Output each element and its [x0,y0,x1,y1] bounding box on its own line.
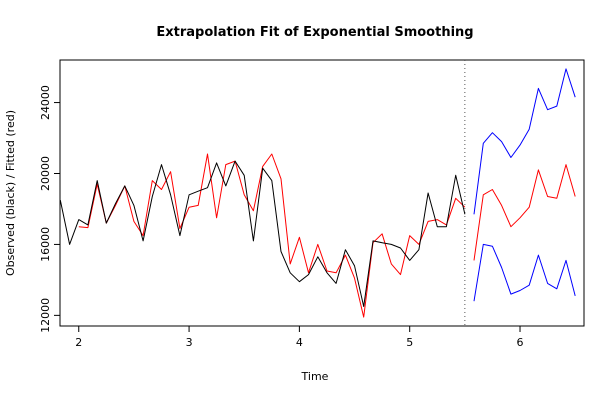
y-axis: 12000 16000 20000 24000 [39,85,60,333]
fitted-series-line [78,153,466,318]
x-tick-label: 6 [517,336,524,349]
plot-frame [59,59,585,327]
plot-lines [59,60,576,326]
observed-series-line [59,160,466,307]
lower-bound-series-line [473,243,576,302]
y-tick-label: 12000 [39,298,52,333]
x-tick-label: 5 [406,336,413,349]
y-tick-label: 20000 [39,156,52,191]
x-axis: 2 3 4 5 6 [75,326,524,349]
forecast-series-line [473,164,576,261]
x-tick-label: 2 [75,336,82,349]
y-axis-label: Observed (black) / Fitted (red) [4,110,17,276]
x-tick-label: 3 [186,336,193,349]
x-axis-label: Time [301,370,329,383]
x-tick-label: 4 [296,336,303,349]
y-tick-label: 16000 [39,227,52,262]
chart-title: Extrapolation Fit of Exponential Smoothi… [156,25,473,40]
y-tick-label: 24000 [39,85,52,120]
upper-bound-series-line [473,68,576,215]
